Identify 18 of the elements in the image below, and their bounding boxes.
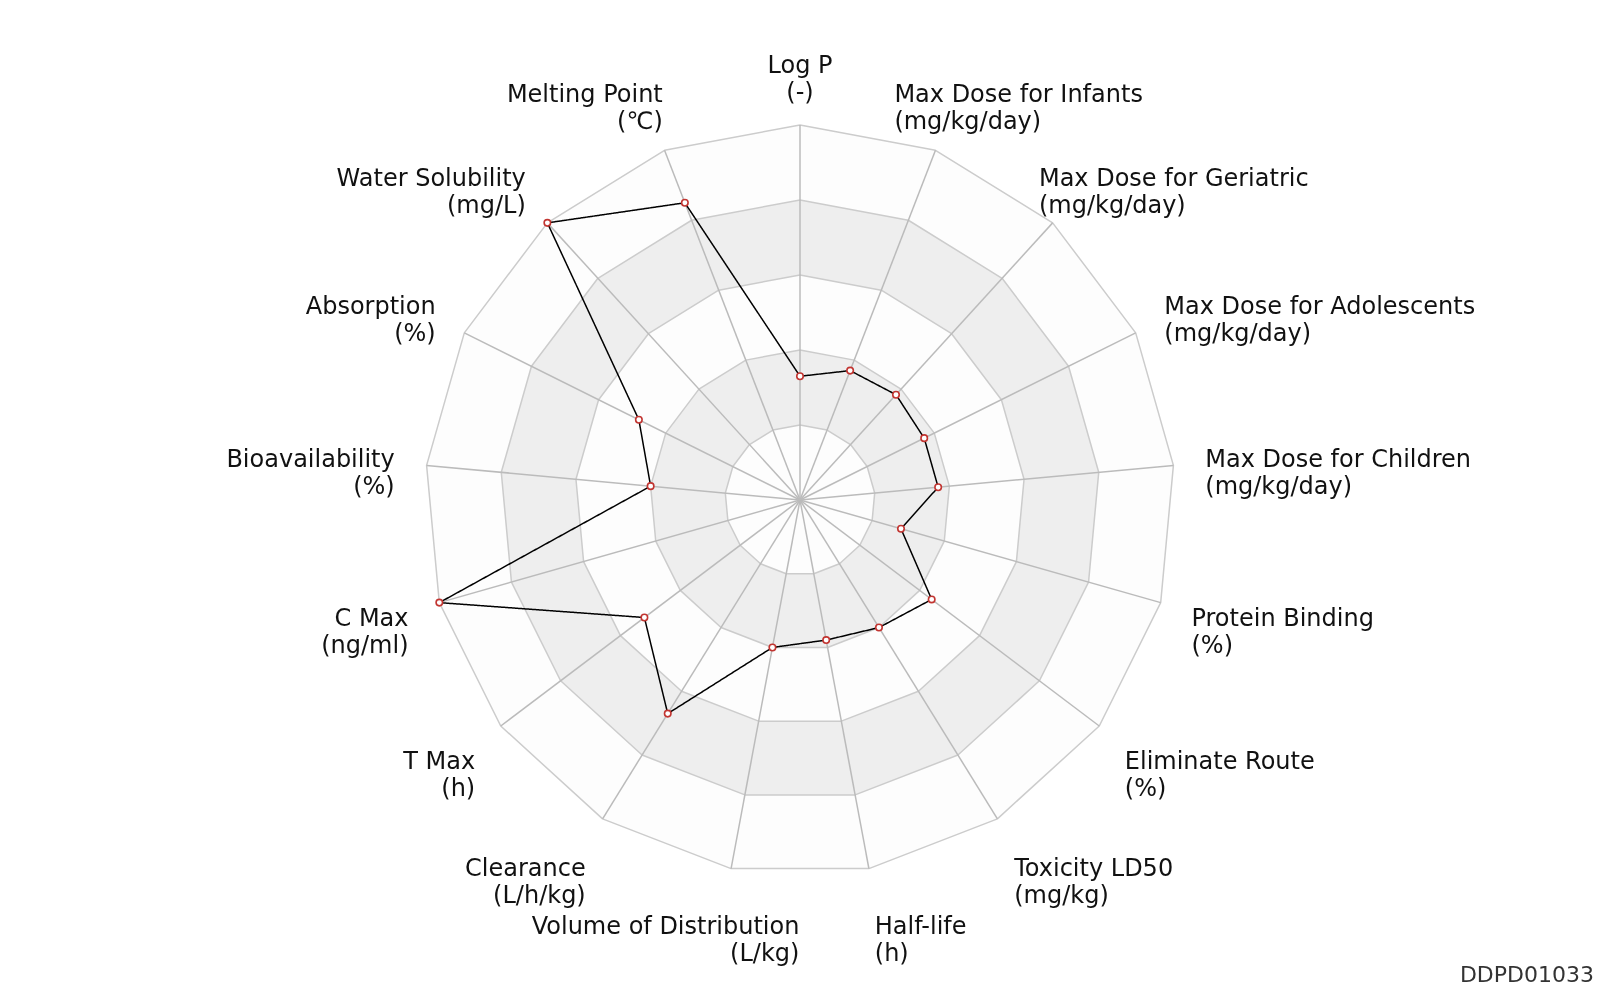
spoke-label: Max Dose for Children (mg/kg/day) — [1205, 444, 1472, 500]
spoke-label: Log P (-) — [767, 51, 833, 106]
spoke-label: Max Dose for Infants (mg/kg/day) — [894, 80, 1143, 136]
spoke-label: Clearance (L/h/kg) — [465, 853, 586, 909]
spoke-label: Volume of Distribution (L/kg) — [531, 911, 800, 967]
text: DDPD01033 — [1459, 962, 1594, 987]
spoke-label: Half-life (h) — [874, 911, 967, 967]
spoke-label: Max Dose for Adolescents (mg/kg/day) — [1164, 291, 1476, 347]
spoke-label: C Max (ng/ml) — [321, 603, 409, 659]
spoke-label: Absorption (%) — [305, 291, 436, 347]
spoke-label: Eliminate Route (%) — [1124, 746, 1315, 802]
spoke-label: Water Solubility (mg/L) — [336, 164, 526, 220]
spoke-label: T Max (h) — [402, 746, 476, 802]
spoke-label: Melting Point (℃) — [506, 80, 663, 136]
spoke-label: Max Dose for Geriatric (mg/kg/day) — [1038, 164, 1309, 220]
spoke-label: Protein Binding (%) — [1191, 603, 1374, 659]
spoke-label: Toxicity LD50 (mg/kg) — [1013, 853, 1174, 909]
spoke-label: Bioavailability (%) — [226, 444, 395, 500]
